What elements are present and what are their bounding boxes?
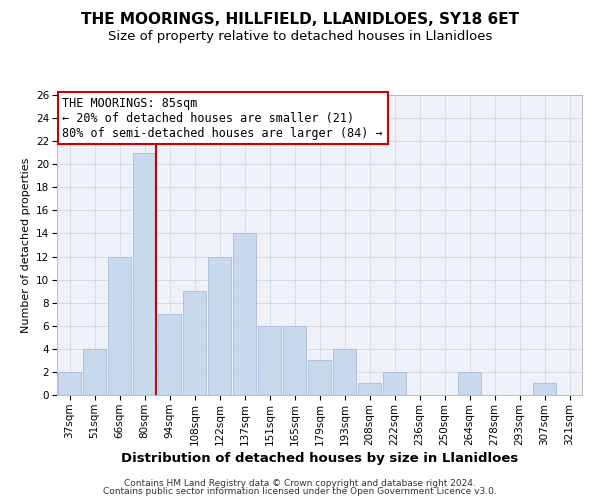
Bar (283, 326, 307, 395)
Bar (58, 372, 82, 395)
Text: Size of property relative to detached houses in Llanidloes: Size of property relative to detached ho… (108, 30, 492, 43)
Bar (208, 256, 232, 395)
Bar (233, 234, 256, 395)
Bar (182, 291, 206, 395)
Bar (83, 349, 106, 395)
Bar (133, 152, 157, 395)
Text: Contains HM Land Registry data © Crown copyright and database right 2024.: Contains HM Land Registry data © Crown c… (124, 478, 476, 488)
Bar (158, 314, 181, 395)
Bar (383, 372, 406, 395)
X-axis label: Distribution of detached houses by size in Llanidloes: Distribution of detached houses by size … (121, 452, 518, 464)
Bar (308, 360, 331, 395)
Bar (458, 372, 481, 395)
Bar (107, 256, 131, 395)
Bar (358, 384, 382, 395)
Bar (257, 326, 281, 395)
Text: THE MOORINGS, HILLFIELD, LLANIDLOES, SY18 6ET: THE MOORINGS, HILLFIELD, LLANIDLOES, SY1… (81, 12, 519, 28)
Y-axis label: Number of detached properties: Number of detached properties (20, 158, 31, 332)
Bar (332, 349, 356, 395)
Text: Contains public sector information licensed under the Open Government Licence v3: Contains public sector information licen… (103, 487, 497, 496)
Text: THE MOORINGS: 85sqm
← 20% of detached houses are smaller (21)
80% of semi-detach: THE MOORINGS: 85sqm ← 20% of detached ho… (62, 96, 383, 140)
Bar (533, 384, 556, 395)
